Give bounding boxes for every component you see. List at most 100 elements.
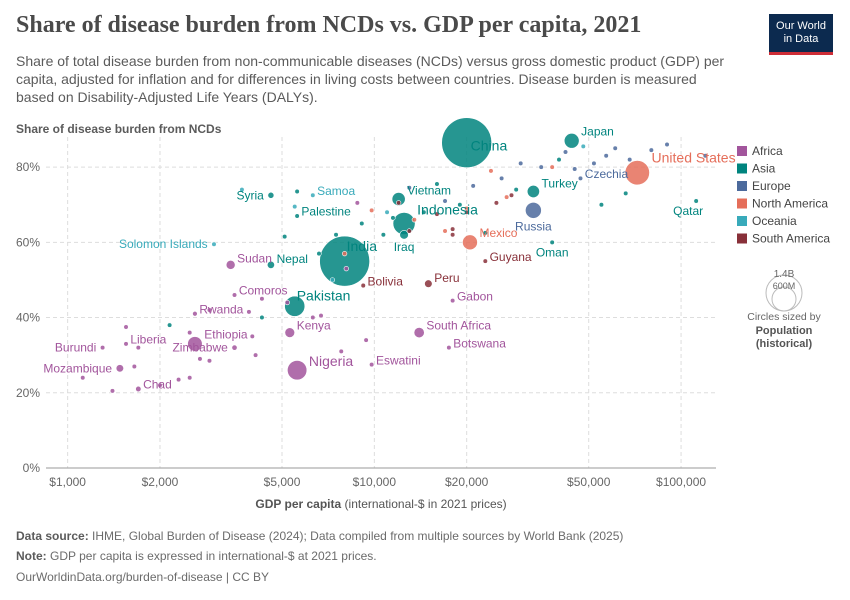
point-label: Solomon Islands bbox=[119, 237, 208, 251]
point-label: South Africa bbox=[426, 318, 491, 332]
y-tick-label: 0% bbox=[23, 461, 41, 475]
logo-line1: Our World bbox=[776, 20, 826, 32]
data-point bbox=[424, 279, 433, 288]
data-point bbox=[329, 277, 336, 283]
data-point bbox=[246, 309, 252, 315]
data-point bbox=[549, 164, 555, 170]
data-point bbox=[482, 230, 488, 236]
size-legend-big-label: 1.4B bbox=[774, 269, 795, 280]
owid-logo[interactable]: Our World in Data bbox=[769, 14, 833, 55]
data-point bbox=[80, 375, 86, 381]
data-point bbox=[115, 364, 124, 373]
data-point bbox=[319, 235, 370, 287]
point-label: Syria bbox=[237, 188, 265, 202]
data-point bbox=[603, 153, 609, 159]
x-axis-label: GDP per capita (international-$ in 2021 … bbox=[255, 497, 506, 511]
data-point bbox=[360, 282, 366, 289]
point-label: Qatar bbox=[673, 204, 703, 218]
data-point bbox=[231, 292, 238, 298]
data-point bbox=[206, 307, 213, 313]
x-tick-label: $100,000 bbox=[656, 475, 706, 489]
data-point bbox=[538, 164, 544, 170]
data-point bbox=[192, 311, 198, 317]
data-point bbox=[284, 327, 295, 338]
point-label: Palestine bbox=[301, 205, 351, 219]
data-point bbox=[259, 296, 265, 302]
legend-item: Africa bbox=[752, 144, 783, 158]
data-point bbox=[457, 202, 463, 208]
point-label: Oman bbox=[536, 246, 569, 260]
point-label: Turkey bbox=[542, 176, 578, 190]
data-point bbox=[442, 198, 448, 204]
data-point bbox=[225, 260, 236, 270]
data-point bbox=[294, 213, 300, 219]
x-tick-label: $10,000 bbox=[353, 475, 397, 489]
data-point bbox=[399, 230, 409, 240]
data-point bbox=[396, 200, 402, 206]
data-point bbox=[702, 153, 708, 159]
data-point bbox=[612, 145, 618, 151]
point-label: Russia bbox=[515, 219, 552, 233]
data-point bbox=[693, 198, 699, 204]
data-point bbox=[316, 251, 322, 257]
data-point bbox=[526, 185, 540, 198]
data-point bbox=[513, 187, 519, 193]
data-point bbox=[562, 149, 569, 155]
y-axis-label: Share of disease burden from NCDs bbox=[16, 122, 222, 136]
legend[interactable]: Africa Asia Europe North America Oceania Sout… bbox=[737, 144, 830, 246]
legend-item: Asia bbox=[752, 162, 776, 176]
data-point bbox=[284, 299, 290, 306]
data-point bbox=[267, 191, 275, 199]
x-tick-label: $5,000 bbox=[264, 475, 301, 489]
data-point bbox=[580, 143, 586, 150]
footer-url[interactable]: OurWorldinData.org/burden-of-disease | C… bbox=[16, 570, 270, 584]
data-point bbox=[450, 298, 456, 304]
data-point bbox=[504, 194, 510, 200]
data-point bbox=[591, 160, 597, 166]
data-point bbox=[556, 156, 562, 163]
x-tick-label: $2,000 bbox=[142, 475, 179, 489]
point-label: Mexico bbox=[479, 226, 517, 240]
data-point bbox=[549, 239, 555, 245]
data-point bbox=[624, 160, 650, 186]
data-point bbox=[310, 192, 316, 198]
point-label: Pakistan bbox=[297, 287, 351, 303]
point-label: Burundi bbox=[55, 341, 96, 355]
data-point bbox=[482, 258, 488, 264]
data-point bbox=[292, 203, 298, 210]
data-point bbox=[354, 200, 360, 206]
data-point bbox=[284, 295, 306, 317]
data-point bbox=[287, 360, 308, 381]
data-point bbox=[318, 313, 324, 319]
data-point bbox=[450, 226, 456, 232]
point-label: Comoros bbox=[239, 284, 288, 298]
x-tick-label: $50,000 bbox=[567, 475, 611, 489]
data-point bbox=[187, 329, 193, 336]
size-legend-caption: Population bbox=[756, 325, 813, 337]
data-point bbox=[406, 228, 412, 234]
data-point bbox=[211, 241, 217, 247]
point-label: Kenya bbox=[297, 319, 331, 333]
data-point bbox=[135, 345, 141, 351]
legend-swatch bbox=[737, 146, 747, 156]
data-point bbox=[175, 377, 182, 383]
size-legend-small-label: 600M bbox=[773, 281, 796, 291]
point-label: Samoa bbox=[317, 184, 355, 198]
point-label: Iraq bbox=[394, 240, 415, 254]
data-point bbox=[380, 232, 386, 238]
data-point bbox=[421, 209, 427, 215]
data-point bbox=[518, 160, 524, 166]
data-point bbox=[508, 192, 515, 198]
data-point bbox=[563, 132, 580, 149]
point-label: China bbox=[471, 138, 508, 154]
data-point bbox=[462, 234, 478, 251]
axes-layer: 0% 20% 40% 60% 80% $1,000 $2,000 $5,000 $10,000 $… bbox=[16, 160, 716, 511]
point-label: Zimbabwe bbox=[172, 341, 228, 355]
point-label: India bbox=[347, 238, 378, 254]
point-label: United States bbox=[652, 150, 736, 166]
y-tick-label: 20% bbox=[16, 386, 40, 400]
data-point bbox=[470, 183, 476, 189]
data-point bbox=[390, 215, 396, 221]
data-point bbox=[157, 382, 163, 388]
